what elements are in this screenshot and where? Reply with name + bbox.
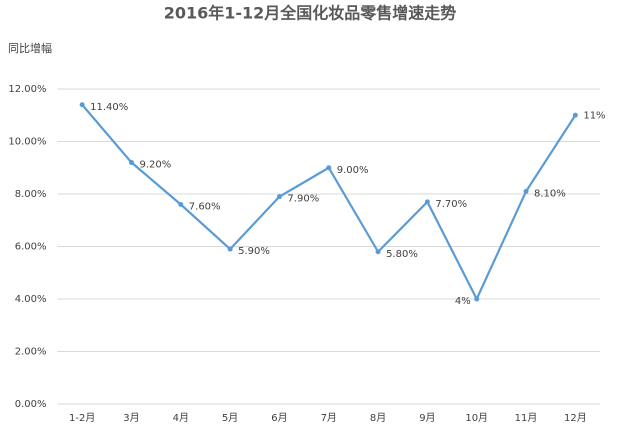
data-label: 9.00%: [337, 165, 369, 176]
y-tick-label: 2.00%: [15, 347, 47, 358]
data-label: 7.70%: [435, 199, 467, 210]
x-tick-label: 5月: [222, 412, 238, 424]
data-point: [572, 112, 578, 118]
x-tick-label: 10月: [465, 412, 488, 424]
data-point: [276, 194, 282, 200]
data-label: 11%: [583, 110, 605, 121]
data-label: 8.10%: [534, 188, 566, 199]
y-tick-label: 8.00%: [15, 189, 47, 200]
data-point: [79, 102, 85, 108]
data-label: 7.90%: [287, 194, 319, 205]
y-tick-label: 4.00%: [15, 294, 47, 305]
series-line: [81, 104, 577, 302]
x-tick-label: 12月: [564, 412, 587, 424]
data-point: [424, 199, 430, 205]
data-point: [326, 165, 332, 171]
data-point: [227, 246, 233, 252]
x-tick-label: 11月: [515, 412, 538, 424]
x-tick-label: 4月: [173, 412, 189, 424]
x-tick-label: 8月: [370, 412, 386, 424]
data-label: 5.80%: [386, 249, 418, 260]
x-tick-label: 7月: [321, 412, 337, 424]
data-label: 9.20%: [139, 160, 171, 171]
chart-title: 2016年1-12月全国化妆品零售增速走势: [164, 4, 457, 23]
data-label: 7.60%: [189, 202, 221, 213]
y-tick-label: 0.00%: [15, 399, 47, 410]
data-label: 4%: [455, 296, 471, 307]
data-point: [474, 296, 480, 302]
y-tick-label: 10.00%: [8, 137, 46, 148]
y-tick-label: 12.00%: [8, 84, 46, 95]
y-axis-label: 同比增幅: [8, 41, 52, 55]
x-tick-label: 6月: [271, 412, 287, 424]
x-tick-label: 1-2月: [69, 412, 95, 424]
data-point: [178, 202, 184, 207]
data-point: [375, 249, 381, 255]
data-point: [128, 160, 134, 165]
x-tick-label: 3月: [123, 412, 139, 424]
x-tick-label: 9月: [419, 412, 435, 424]
data-label: 5.90%: [238, 246, 270, 257]
y-tick-label: 6.00%: [15, 242, 47, 253]
data-point: [523, 188, 529, 194]
data-label: 11.40%: [90, 102, 128, 113]
